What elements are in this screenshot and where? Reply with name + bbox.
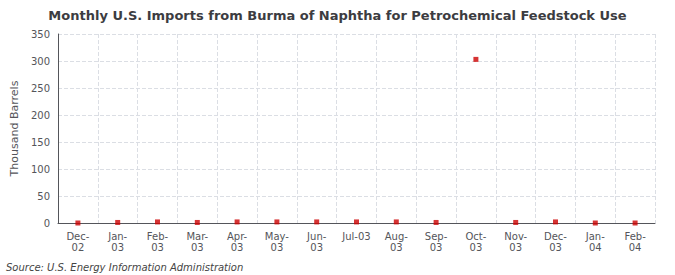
svg-text:03: 03	[271, 242, 284, 253]
svg-text:Oct-: Oct-	[465, 231, 486, 242]
svg-text:03: 03	[191, 242, 204, 253]
svg-text:03: 03	[151, 242, 164, 253]
svg-text:Aug-: Aug-	[385, 231, 409, 242]
svg-text:0: 0	[44, 218, 50, 229]
svg-text:Dec-: Dec-	[544, 231, 567, 242]
svg-text:Mar-: Mar-	[186, 231, 208, 242]
svg-text:Nov-: Nov-	[504, 231, 527, 242]
svg-text:02: 02	[72, 242, 85, 253]
svg-text:03: 03	[470, 242, 483, 253]
svg-text:100: 100	[31, 164, 50, 175]
svg-text:03: 03	[231, 242, 244, 253]
svg-text:May-: May-	[265, 231, 289, 242]
svg-text:03: 03	[111, 242, 124, 253]
svg-text:250: 250	[31, 83, 50, 94]
svg-text:04: 04	[629, 242, 642, 253]
svg-text:Feb-: Feb-	[147, 231, 169, 242]
svg-text:04: 04	[589, 242, 602, 253]
svg-text:Jan-: Jan-	[585, 231, 605, 242]
svg-text:03: 03	[549, 242, 562, 253]
svg-text:50: 50	[37, 191, 50, 202]
svg-text:Jan-: Jan-	[107, 231, 127, 242]
svg-text:Thousand Barrels: Thousand Barrels	[8, 80, 21, 177]
svg-text:Dec-: Dec-	[66, 231, 89, 242]
svg-text:Feb-: Feb-	[624, 231, 646, 242]
svg-text:03: 03	[509, 242, 522, 253]
svg-text:Monthly U.S. Imports from Burm: Monthly U.S. Imports from Burma of Napht…	[48, 8, 626, 23]
svg-text:03: 03	[310, 242, 323, 253]
svg-text:Sep-: Sep-	[425, 231, 448, 242]
svg-text:300: 300	[31, 56, 50, 67]
svg-text:350: 350	[31, 29, 50, 40]
svg-text:03: 03	[430, 242, 443, 253]
svg-text:Jun-: Jun-	[306, 231, 327, 242]
svg-text:Source: U.S. Energy Informatio: Source: U.S. Energy Information Administ…	[6, 262, 243, 273]
svg-text:Apr-: Apr-	[227, 231, 248, 242]
svg-text:Jul-03: Jul-03	[341, 231, 370, 242]
svg-text:03: 03	[390, 242, 403, 253]
svg-text:150: 150	[31, 137, 50, 148]
svg-text:200: 200	[31, 110, 50, 121]
